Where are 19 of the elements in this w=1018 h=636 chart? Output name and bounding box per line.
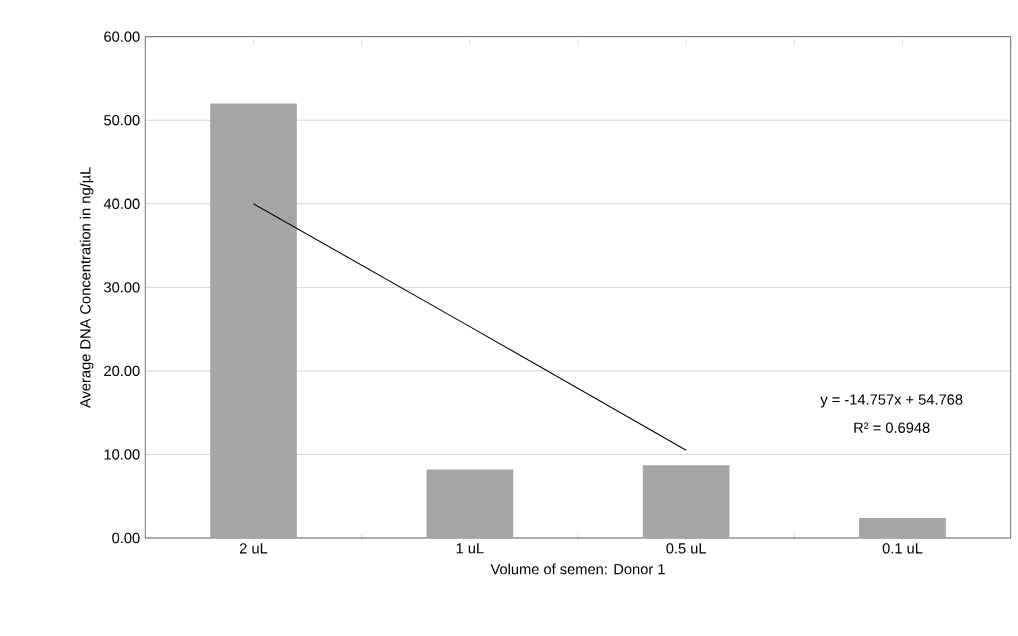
y-tick-label: 10.00	[104, 449, 140, 460]
x-tick-label: 2 uL	[239, 543, 268, 554]
y-tick-label: 0.00	[112, 532, 140, 544]
annotation: y = -14.757x + 54.768	[820, 394, 963, 408]
y-tick-label: 50.00	[104, 115, 140, 126]
bar	[426, 469, 514, 538]
y-tick-label: 60.00	[104, 31, 140, 42]
y-axis-title: Average DNA Concentration in ng/µL	[79, 167, 94, 408]
x-axis-title: Volume of semen: Donor 1	[490, 563, 665, 575]
bar	[859, 517, 946, 538]
bar	[210, 103, 297, 538]
y-tick-label: 40.00	[103, 198, 140, 209]
x-tick-label: 0.1 uL	[882, 543, 923, 554]
x-tick-label: 0.5 uL	[666, 543, 707, 554]
x-tick-label: 1 uL	[456, 543, 484, 554]
y-tick-label: 30.00	[104, 282, 140, 293]
bar	[642, 465, 730, 538]
annotation: R² = 0.6948	[854, 422, 930, 433]
y-tick-label: 20.00	[104, 365, 140, 377]
